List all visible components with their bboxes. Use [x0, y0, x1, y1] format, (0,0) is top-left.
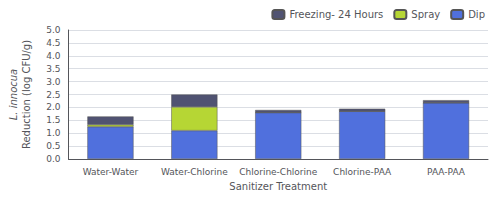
- svg-text:Chlorine-Chlorine: Chlorine-Chlorine: [239, 167, 318, 177]
- svg-text:Reduction (log CFU/g): Reduction (log CFU/g): [21, 40, 32, 149]
- svg-text:4.0: 4.0: [46, 51, 61, 61]
- svg-text:Sanitizer Treatment: Sanitizer Treatment: [229, 181, 327, 192]
- svg-text:PAA-PAA: PAA-PAA: [427, 167, 466, 177]
- svg-text:1.0: 1.0: [46, 128, 61, 138]
- svg-text:5.0: 5.0: [46, 25, 61, 35]
- svg-text:2.5: 2.5: [46, 90, 60, 100]
- svg-text:Freezing- 24 Hours: Freezing- 24 Hours: [289, 9, 383, 20]
- svg-text:Water-Chlorine: Water-Chlorine: [161, 167, 228, 177]
- svg-text:2.0: 2.0: [46, 102, 61, 112]
- svg-text:Spray: Spray: [411, 9, 440, 20]
- svg-text:4.5: 4.5: [46, 38, 60, 48]
- svg-text:L. innocua: L. innocua: [8, 69, 19, 120]
- svg-text:Water-Water: Water-Water: [83, 167, 139, 177]
- svg-text:Dip: Dip: [468, 9, 485, 20]
- svg-text:1.5: 1.5: [46, 115, 60, 125]
- svg-text:3.5: 3.5: [46, 64, 60, 74]
- svg-text:Chlorine-PAA: Chlorine-PAA: [333, 167, 392, 177]
- svg-text:0.0: 0.0: [46, 154, 61, 164]
- svg-text:3.0: 3.0: [46, 77, 61, 87]
- svg-text:0.5: 0.5: [46, 141, 60, 151]
